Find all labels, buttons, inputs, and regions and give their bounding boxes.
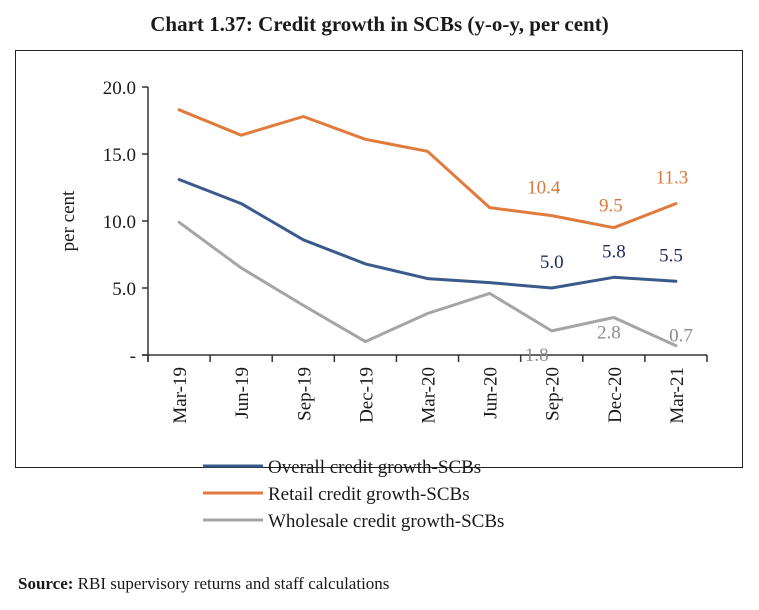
data-label: 0.7	[669, 326, 693, 347]
legend: Overall credit growth-SCBs Retail credit …	[203, 457, 504, 532]
axes: - 5.0 10.0 15.0 20.0 per cent Mar-19 Jun-19 Sep-…	[58, 78, 708, 424]
data-label: 5.8	[602, 241, 626, 262]
legend-item: Retail credit growth-SCBs	[203, 484, 470, 505]
y-axis-title: per cent	[58, 190, 79, 251]
x-tick-label: Sep-19	[294, 367, 315, 421]
series-line-retail	[177, 108, 678, 230]
x-tick-label: Dec-20	[605, 367, 626, 423]
legend-item: Overall credit growth-SCBs	[203, 457, 481, 478]
source-note: Source: RBI supervisory returns and staf…	[18, 574, 389, 594]
chart-frame	[15, 50, 743, 468]
y-tick-label: 10.0	[103, 212, 136, 233]
series-line-overall	[177, 178, 678, 290]
x-tick-label: Jun-19	[232, 367, 253, 419]
y-tick-label: -	[130, 346, 136, 367]
x-tick-label: Dec-19	[356, 367, 377, 423]
chart-title: Chart 1.37: Credit growth in SCBs (y-o-y…	[150, 12, 609, 36]
data-label: 1.8	[525, 345, 549, 366]
series-lines	[177, 108, 678, 348]
source-text: RBI supervisory returns and staff calcul…	[73, 574, 390, 593]
x-tick-label: Mar-20	[419, 367, 440, 424]
y-tick-label: 15.0	[103, 145, 136, 166]
legend-label: Wholesale credit growth-SCBs	[268, 511, 504, 532]
series-line-wholesale	[177, 220, 678, 348]
legend-label: Retail credit growth-SCBs	[268, 484, 470, 505]
x-tick-label: Sep-20	[543, 367, 564, 421]
y-tick-label: 5.0	[112, 279, 136, 300]
x-tick-label: Mar-21	[667, 367, 688, 424]
legend-label: Overall credit growth-SCBs	[268, 457, 481, 478]
x-tick-label: Mar-19	[170, 367, 191, 424]
data-label: 11.3	[656, 168, 689, 189]
data-label: 10.4	[527, 178, 561, 199]
data-label: 5.0	[540, 252, 564, 273]
data-label: 2.8	[597, 322, 621, 343]
y-tick-label: 20.0	[103, 78, 136, 99]
data-label: 9.5	[599, 196, 623, 217]
data-label: 5.5	[659, 245, 683, 266]
source-label: Source:	[18, 574, 74, 593]
legend-item: Wholesale credit growth-SCBs	[203, 511, 504, 532]
x-tick-label: Jun-20	[481, 367, 502, 419]
data-labels: 5.0 5.8 5.5 10.4 9.5 11.3 1.8 2.8 0.7	[525, 168, 693, 366]
